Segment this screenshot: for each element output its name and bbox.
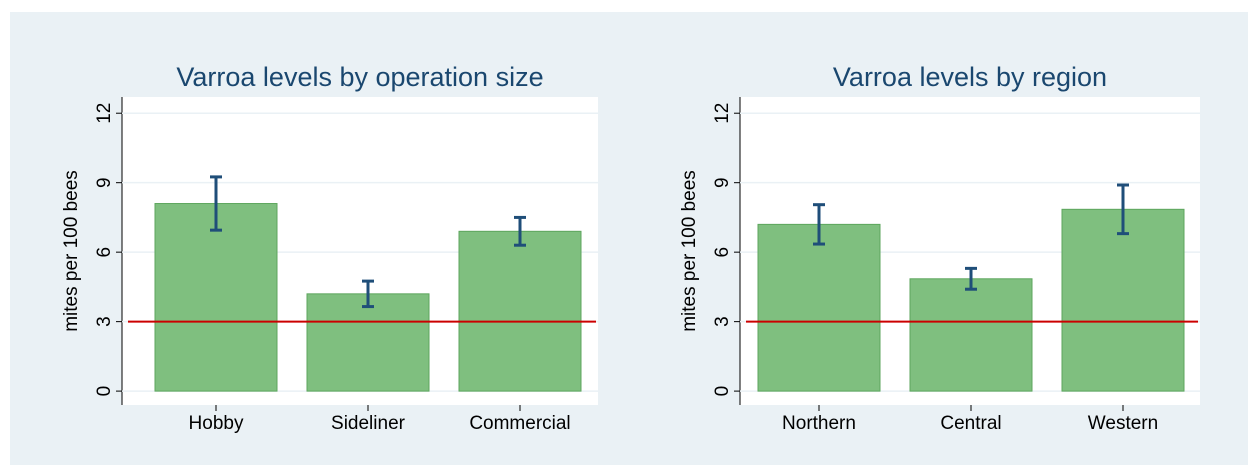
bar [154, 203, 278, 392]
y-tick-label: 6 [712, 247, 733, 258]
y-tick-label: 9 [712, 177, 733, 188]
y-tick-label: 3 [94, 316, 115, 327]
y-tick-label: 3 [712, 316, 733, 327]
x-tick-label: Northern [782, 413, 856, 434]
y-tick-label: 0 [712, 386, 733, 397]
x-tick-label: Western [1088, 413, 1158, 434]
x-tick-label: Sideliner [331, 413, 406, 434]
y-axis-label: mites per 100 bees [679, 170, 700, 332]
x-tick-label: Hobby [189, 413, 244, 434]
error-bar [514, 215, 526, 247]
y-tick-label: 12 [712, 103, 733, 124]
bar [458, 230, 582, 392]
error-bar [813, 203, 825, 246]
bar [757, 223, 881, 392]
bar [306, 293, 430, 392]
y-axis-label: mites per 100 bees [61, 170, 82, 332]
x-tick-label: Central [940, 413, 1001, 434]
error-bar [965, 266, 977, 291]
error-bar [1117, 183, 1129, 236]
error-bar [210, 175, 222, 232]
error-bar [362, 279, 374, 309]
bar [1061, 208, 1185, 392]
y-tick-label: 9 [94, 177, 115, 188]
bar [909, 278, 1033, 392]
chart-title: Varroa levels by operation size [176, 62, 543, 92]
chart-title: Varroa levels by region [833, 62, 1107, 92]
y-tick-label: 0 [94, 386, 115, 397]
y-tick-label: 6 [94, 247, 115, 258]
y-tick-label: 12 [94, 103, 115, 124]
x-tick-label: Commercial [469, 413, 570, 434]
